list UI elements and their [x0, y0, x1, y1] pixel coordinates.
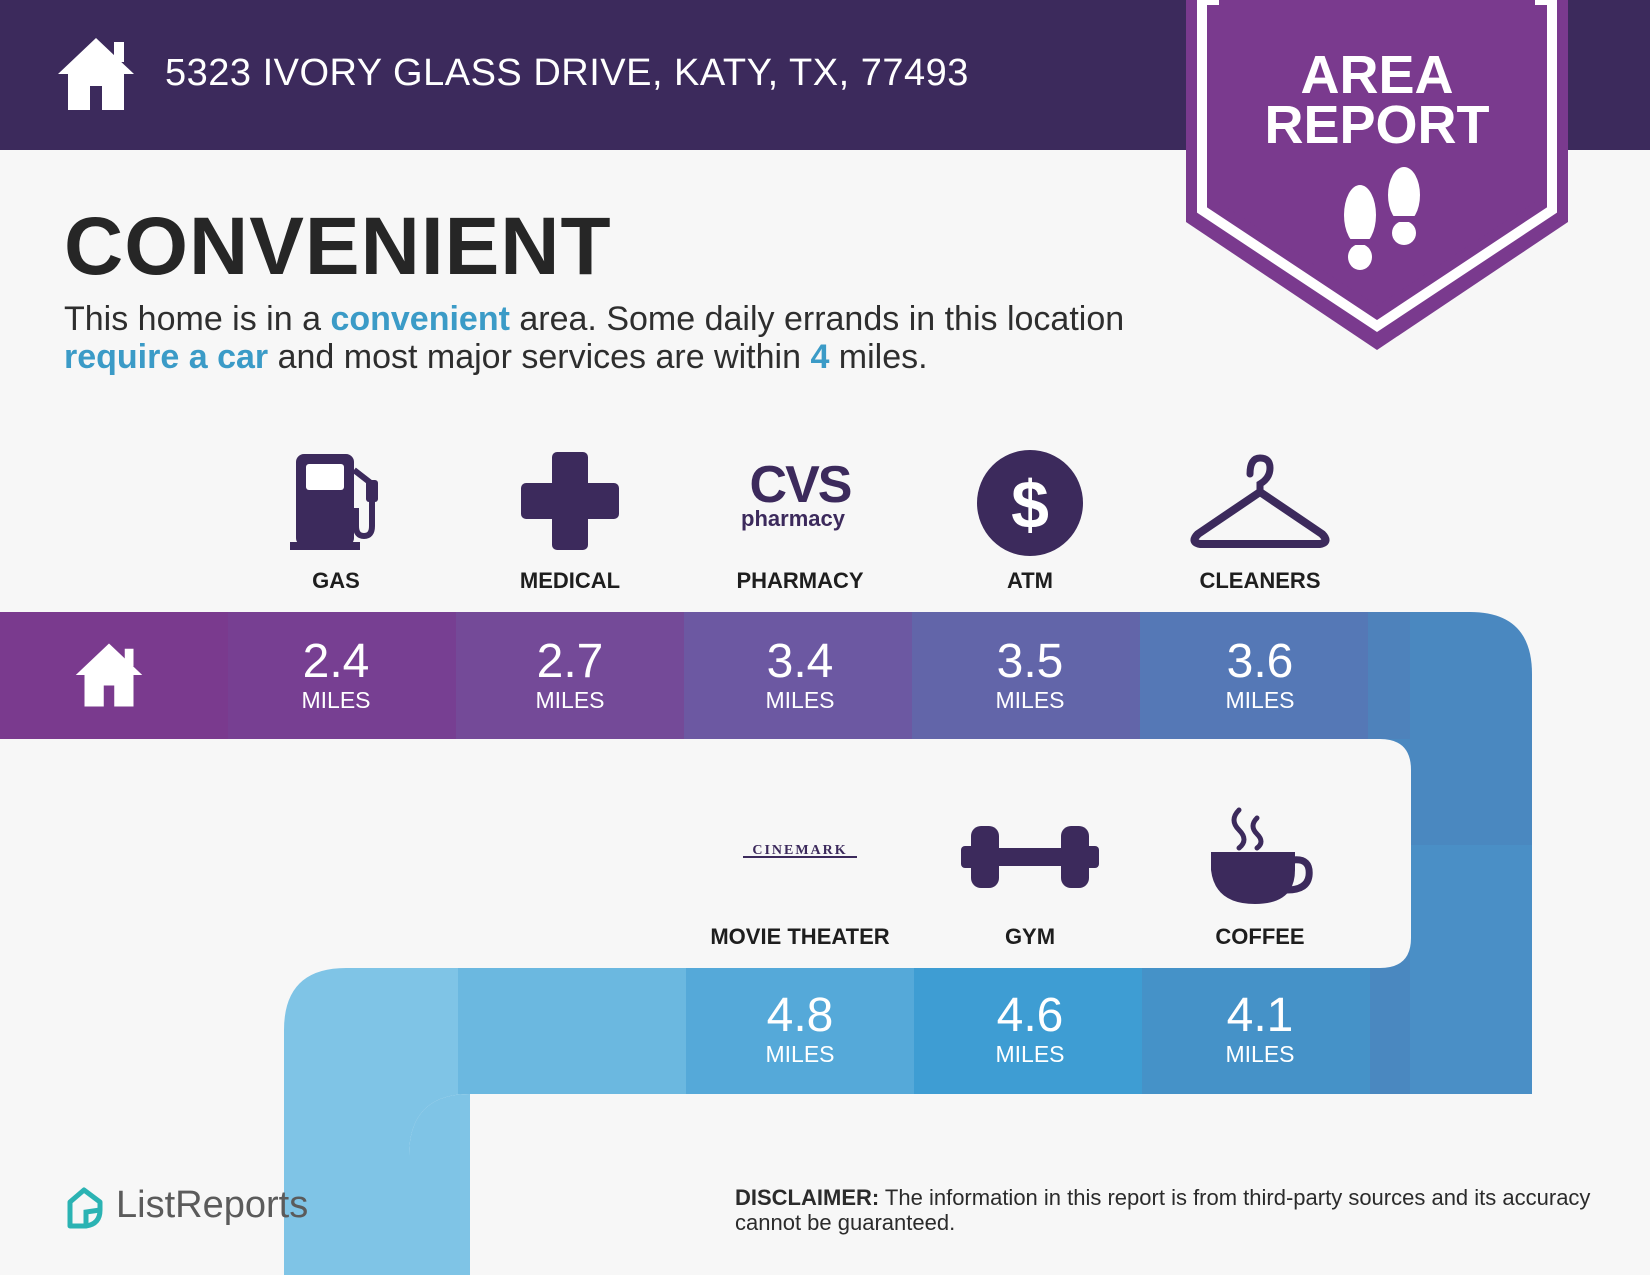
amenity-movie-theater: CINEMARK MOVIE THEATER: [690, 800, 910, 950]
amenity-label: COFFEE: [1215, 924, 1305, 949]
amenity-gym: GYM: [920, 800, 1140, 950]
amenity-label: MEDICAL: [519, 568, 621, 593]
amenity-label: MOVIE THEATER: [710, 924, 890, 949]
cvs-pharmacy-logo: CVS pharmacy: [741, 460, 853, 531]
amenity-label: GAS: [312, 568, 360, 593]
footprints-icon: [1344, 167, 1420, 270]
badge-line-area: AREA: [1300, 45, 1454, 105]
cinemark-logo-text: CINEMARK: [752, 843, 847, 858]
distance-medical: 2.7 MILES: [535, 635, 605, 713]
distance-gas: 2.4 MILES: [301, 635, 371, 713]
hanger-icon: [1190, 454, 1330, 548]
badge-line-report: REPORT: [1264, 95, 1490, 155]
disclaimer-label: DISCLAIMER:: [735, 1185, 880, 1210]
start-home-icon: [75, 643, 143, 707]
amenity-medical: MEDICAL: [460, 450, 680, 600]
distance-pharmacy: 3.4 MILES: [765, 635, 835, 713]
summary-text: This home is in a convenient area. Some …: [64, 300, 1125, 376]
disclaimer-text: The information in this report is from t…: [735, 1185, 1591, 1235]
dollar-icon: $: [977, 450, 1083, 556]
page-title: CONVENIENT: [64, 201, 612, 292]
medical-cross-icon: [521, 452, 619, 550]
distance-gym: 4.6 MILES: [995, 989, 1065, 1067]
amenity-label: CLEANERS: [1199, 568, 1321, 593]
amenity-label: ATM: [1006, 568, 1054, 593]
cinemark-logo: CINEMARK: [743, 843, 857, 858]
brand-name: ListReports: [116, 1184, 309, 1226]
disclaimer: DISCLAIMER: The information in this repo…: [735, 1185, 1595, 1235]
distance-atm: 3.5 MILES: [995, 635, 1065, 713]
amenity-pharmacy: CVS pharmacy PHARMACY: [690, 450, 910, 600]
amenity-label: GYM: [1004, 924, 1056, 949]
property-address: 5323 IVORY GLASS DRIVE, KATY, TX, 77493: [165, 52, 969, 94]
gas-pump-icon: [290, 454, 378, 550]
cvs-logo-text: CVS: [750, 460, 851, 514]
dumbbell-icon: [961, 826, 1099, 888]
amenity-atm: $ ATM: [920, 450, 1140, 600]
distance-coffee: 4.1 MILES: [1225, 989, 1295, 1067]
listreports-logo: ListReports: [64, 1182, 344, 1232]
svg-text:$: $: [1011, 467, 1049, 543]
home-icon: [58, 38, 134, 110]
cvs-pharmacy-text: pharmacy: [741, 506, 846, 531]
amenity-coffee: COFFEE: [1150, 800, 1370, 950]
badge-title: AREA REPORT: [1182, 45, 1572, 155]
amenity-cleaners: CLEANERS: [1150, 450, 1370, 600]
amenity-gas: GAS: [226, 450, 446, 600]
area-report-badge: AREA REPORT: [1182, 0, 1572, 352]
amenity-label: PHARMACY: [736, 568, 864, 593]
coffee-cup-icon: [1211, 807, 1313, 904]
listreports-logo-icon: [67, 1187, 103, 1229]
distance-cleaners: 3.6 MILES: [1225, 635, 1295, 713]
distance-movie-theater: 4.8 MILES: [765, 989, 835, 1067]
